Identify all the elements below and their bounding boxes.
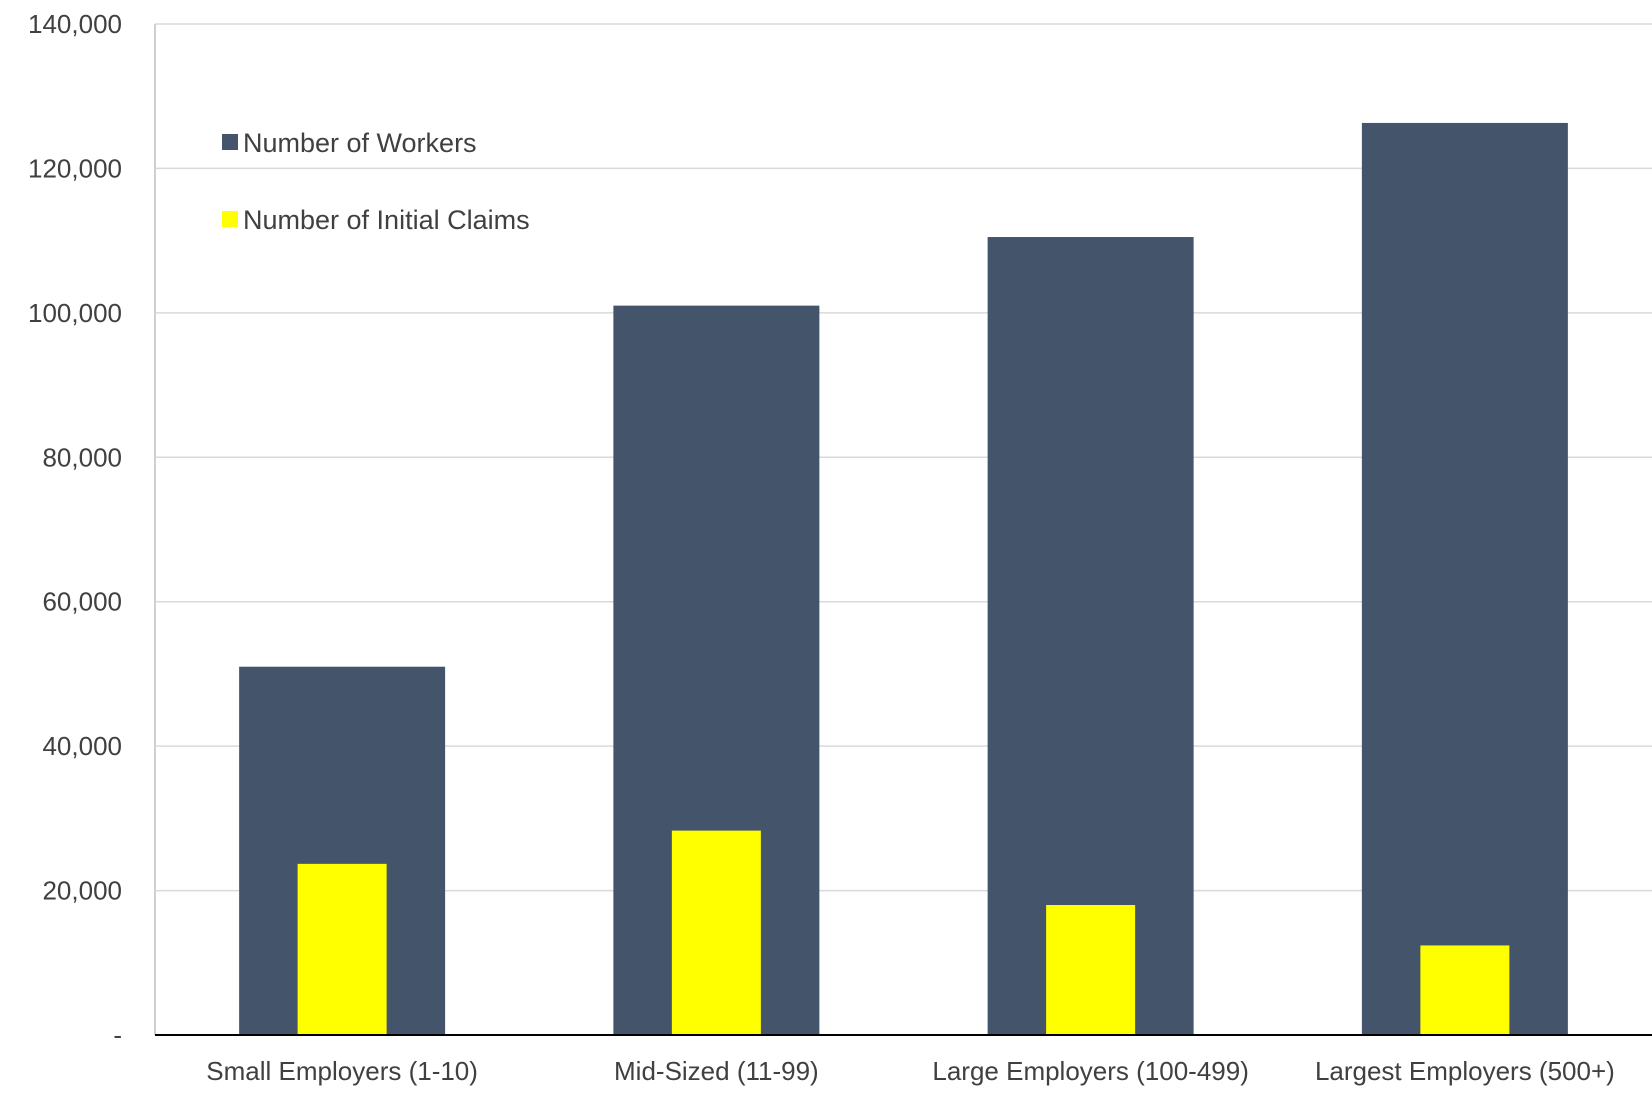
bar-workers [1361,122,1568,1035]
legend: Number of Workers Number of Initial Claim… [222,128,530,235]
x-axis-labels: Small Employers (1-10) Mid-Sized (11-99) L… [206,1056,1615,1086]
legend-swatch [222,134,238,150]
bar-initial-claims [671,830,761,1035]
bars [239,122,1568,1035]
bar-initial-claims [1046,905,1136,1035]
legend-swatch [222,211,238,227]
x-tick-label: Small Employers (1-10) [206,1056,478,1086]
bar-initial-claims [1420,945,1510,1035]
x-tick-label: Large Employers (100-499) [932,1056,1249,1086]
y-tick-label: 20,000 [42,876,122,906]
y-tick-label: - [113,1020,122,1050]
x-tick-label: Largest Employers (500+) [1315,1056,1615,1086]
legend-label: Number of Workers [243,128,477,158]
y-axis-ticks: - 20,000 40,000 60,000 80,000 100,000 120,000 1… [28,9,122,1050]
y-tick-label: 120,000 [28,153,122,183]
legend-label: Number of Initial Claims [243,205,530,235]
bar-initial-claims [297,863,387,1035]
y-tick-label: 140,000 [28,9,122,39]
bar-workers [987,237,1194,1035]
y-tick-label: 60,000 [42,587,122,617]
y-tick-label: 100,000 [28,298,122,328]
x-tick-label: Mid-Sized (11-99) [614,1056,819,1086]
y-tick-label: 80,000 [42,442,122,472]
y-tick-label: 40,000 [42,731,122,761]
